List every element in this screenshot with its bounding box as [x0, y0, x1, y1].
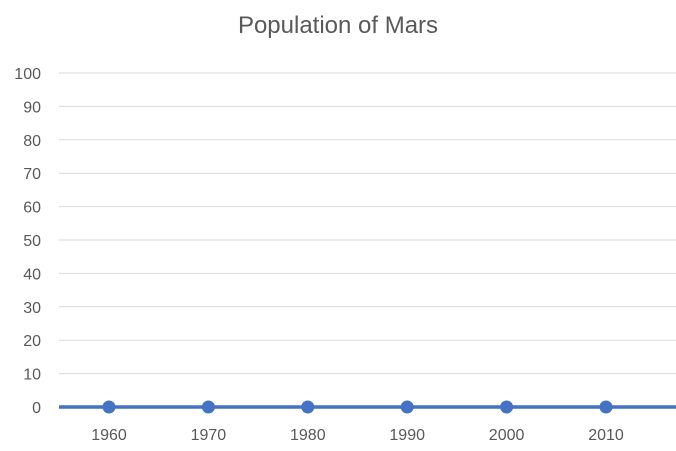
data-point: [301, 400, 315, 414]
y-tick-label: 80: [23, 133, 41, 150]
y-tick-label: 10: [23, 367, 41, 384]
y-tick-label: 60: [23, 200, 41, 217]
x-tick-label: 1990: [389, 427, 425, 444]
x-tick-label: 1980: [290, 427, 326, 444]
x-tick-label: 2000: [489, 427, 525, 444]
data-point: [599, 400, 613, 414]
data-point: [201, 400, 215, 414]
y-tick-label: 50: [23, 233, 41, 250]
y-tick-label: 20: [23, 333, 41, 350]
y-tick-label: 90: [23, 99, 41, 116]
y-tick-label: 100: [14, 66, 41, 83]
data-point: [500, 400, 514, 414]
x-tick-label: 2010: [588, 427, 624, 444]
y-tick-label: 0: [32, 400, 41, 417]
data-point: [400, 400, 414, 414]
x-tick-label: 1960: [91, 427, 127, 444]
y-tick-label: 70: [23, 166, 41, 183]
x-tick-label: 1970: [191, 427, 227, 444]
y-tick-label: 30: [23, 300, 41, 317]
chart-title: Population of Mars: [237, 12, 439, 39]
y-tick-label: 40: [23, 266, 41, 283]
data-point: [102, 400, 116, 414]
